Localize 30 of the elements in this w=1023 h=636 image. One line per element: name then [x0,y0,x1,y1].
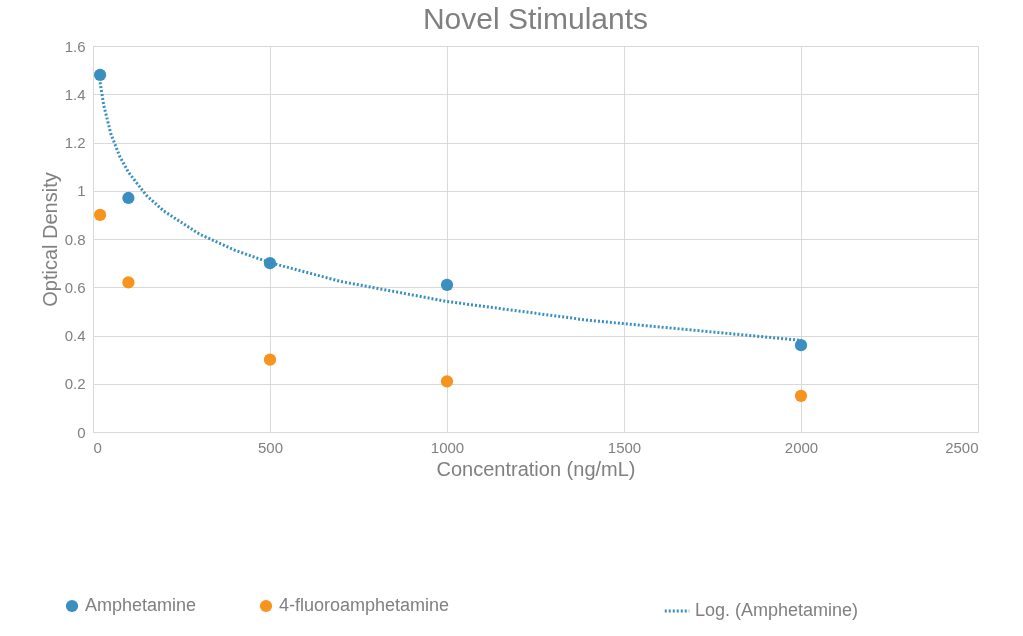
x-tick-label: 0 [93,438,102,456]
y-tick-label: 1.2 [64,134,86,151]
x-axis-title: Concentration (ng/mL) [436,457,636,480]
legend-label: Log. (Amphetamine) [695,600,859,620]
y-tick-label: 0 [77,423,86,441]
y-tick-label: 1.4 [64,85,86,103]
legend-label: 4-fluoroamphetamine [279,595,450,615]
x-tick-label: 500 [257,438,284,456]
point [122,276,135,289]
point [93,208,107,221]
y-axis-title: Optical Density [38,172,61,307]
legend-label: Amphetamine [85,595,197,615]
y-tick-label: 0.4 [64,327,86,344]
chart-title: Novel Stimulants [422,2,649,35]
x-tick-label: 2000 [784,438,819,456]
x-tick-label: 1000 [430,438,465,456]
y-tick-label: 0.2 [64,375,86,393]
y-tick-label: 0.6 [64,278,86,296]
point [93,68,107,82]
y-tick-label: 1.6 [64,37,86,55]
point [440,375,454,388]
point [794,389,808,402]
point [263,353,277,366]
y-tick-label: 0.8 [64,230,86,248]
point [122,191,135,205]
point [794,339,808,352]
y-tick-label: 1 [77,182,86,200]
x-tick-label: 1500 [607,438,642,456]
x-tick-label: 2500 [945,438,979,456]
point [440,278,454,291]
